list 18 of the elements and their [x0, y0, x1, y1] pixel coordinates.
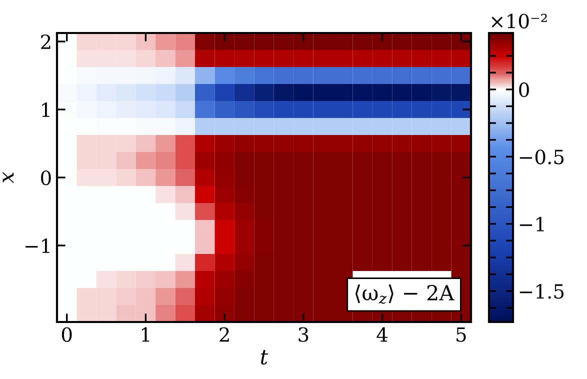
y-tick-label: 2 — [41, 34, 50, 49]
color-bar-label: −1.5 — [520, 284, 564, 299]
x-tick-label: 2 — [220, 327, 229, 342]
x-tick-label: 1 — [142, 327, 150, 342]
x-tick-label: 3 — [298, 327, 308, 342]
annotation: ⟨ω$_{z}$⟩ − 2A — [355, 284, 454, 304]
y-tick-label: 0 — [41, 170, 51, 186]
y-tick-label: 1 — [42, 102, 50, 117]
x-axis-title: t — [260, 350, 268, 365]
x-tick-label: 5 — [456, 327, 466, 342]
x-tick-label: 0 — [62, 327, 72, 342]
color-bar-label: −0.5 — [520, 150, 564, 164]
y-tick-label: −1 — [26, 238, 50, 253]
x-tick-label: 4 — [376, 327, 388, 342]
text: ×10⁻² — [492, 14, 547, 28]
color-bar-label: −1 — [520, 216, 544, 232]
color-bar-label: 0 — [519, 82, 529, 98]
y-axis-title: x — [2, 172, 14, 184]
